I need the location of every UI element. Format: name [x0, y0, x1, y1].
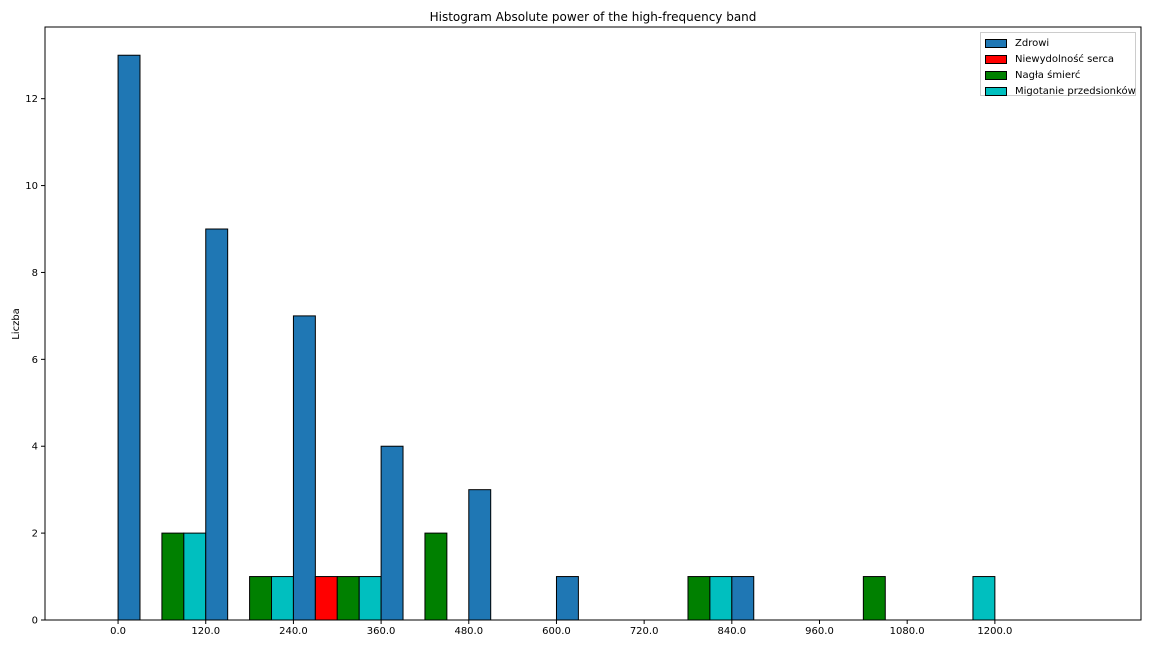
y-tick-label: 2 [32, 529, 38, 540]
legend-swatch-niewydolnosc-serca [985, 54, 1007, 64]
x-tick-label: 600.0 [542, 626, 571, 637]
bar-nagla-smierc-240 [249, 576, 273, 621]
bar-zdrowi-600 [555, 576, 579, 621]
legend-item-nagla-smierc: Nagła śmierć [985, 67, 1131, 83]
y-tick-label: 12 [25, 94, 38, 105]
y-tick-label: 10 [25, 181, 38, 192]
x-tick-label: 720.0 [630, 626, 659, 637]
legend-label-niewydolnosc-serca: Niewydolność serca [1015, 53, 1114, 65]
y-axis-label: Liczba [11, 308, 22, 340]
y-tick-label: 0 [32, 616, 38, 627]
legend-item-zdrowi: Zdrowi [985, 35, 1131, 51]
bar-zdrowi-0 [117, 54, 141, 621]
bar-nagla-smierc-120 [161, 532, 185, 621]
bar-migotanie-przedsionkow-240 [271, 576, 294, 621]
legend-swatch-nagla-smierc [985, 70, 1007, 80]
legend-item-niewydolnosc-serca: Niewydolność serca [985, 51, 1131, 67]
bar-migotanie-przedsionkow-1200 [972, 576, 996, 621]
bar-zdrowi-360 [380, 445, 404, 621]
bar-nagla-smierc-360 [336, 576, 360, 621]
y-tick-label: 6 [32, 355, 38, 366]
legend-label-zdrowi: Zdrowi [1015, 37, 1050, 49]
x-tick-label: 0.0 [110, 626, 126, 637]
legend: Zdrowi Niewydolność serca Nagła śmierć M… [980, 32, 1136, 99]
y-tick-label: 4 [32, 442, 38, 453]
legend-swatch-zdrowi [985, 38, 1007, 48]
x-tick-label: 960.0 [805, 626, 834, 637]
bar-nagla-smierc-480 [424, 532, 448, 621]
x-tick-label: 1080.0 [890, 626, 925, 637]
bar-zdrowi-840 [731, 576, 755, 621]
legend-label-migotanie-przedsionkow: Migotanie przedsionków [1015, 85, 1136, 97]
y-tick-label: 8 [32, 268, 38, 279]
bar-niewydolnosc-serca-240 [314, 576, 338, 621]
bar-nagla-smierc-1080 [862, 576, 886, 621]
chart-title: Histogram Absolute power of the high-fre… [430, 10, 757, 24]
legend-item-migotanie-przedsionkow: Migotanie przedsionków [985, 83, 1136, 99]
bar-zdrowi-120 [205, 228, 229, 621]
x-tick-label: 120.0 [191, 626, 220, 637]
bar-migotanie-przedsionkow-840 [709, 576, 733, 621]
x-tick-label: 840.0 [718, 626, 747, 637]
bar-migotanie-przedsionkow-360 [358, 576, 382, 621]
legend-label-nagla-smierc: Nagła śmierć [1015, 69, 1081, 81]
bar-zdrowi-240 [292, 315, 316, 621]
x-tick-label: 480.0 [454, 626, 483, 637]
bar-migotanie-przedsionkow-120 [183, 532, 207, 621]
x-tick-label: 360.0 [367, 626, 396, 637]
bar-zdrowi-480 [468, 489, 492, 621]
x-tick-label: 1200.0 [977, 626, 1012, 637]
plot-frame [44, 26, 1142, 621]
x-tick-label: 240.0 [279, 626, 308, 637]
bar-nagla-smierc-840 [687, 576, 711, 621]
legend-swatch-migotanie-przedsionkow [985, 86, 1007, 96]
